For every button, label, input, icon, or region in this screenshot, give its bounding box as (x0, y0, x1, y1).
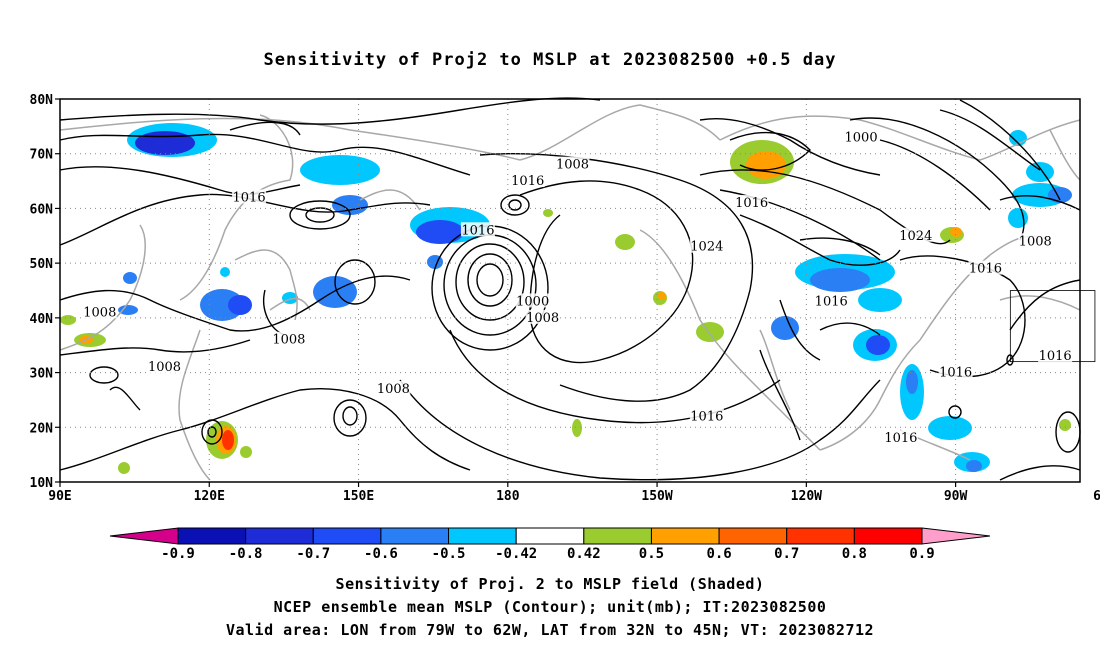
contour-label: 1008 (83, 305, 116, 320)
colorbar-label: 0.42 (567, 546, 601, 562)
lon-tick-label: 60W (1093, 489, 1100, 504)
coastlines (59, 104, 1081, 481)
contour-label-bg (232, 189, 267, 204)
contour-label: 1016 (939, 366, 972, 381)
contour-label: 1024 (899, 229, 932, 244)
contour-label-bg (147, 359, 182, 374)
lat-tick-label: 30N (30, 367, 54, 382)
lat-tick-label: 20N (30, 421, 54, 436)
colorbar-segment (448, 527, 517, 545)
contour-label: 1000 (845, 130, 878, 145)
chart-title: Sensitivity of Proj2 to MSLP at 20230825… (263, 50, 837, 70)
colorbar-label: 0.9 (909, 546, 934, 562)
contour-label: 1016 (815, 294, 848, 309)
colorbar-low-triangle (109, 527, 179, 545)
mslp-contours (59, 97, 1081, 481)
contour-label-bg (814, 293, 849, 308)
contour-label-bg (689, 238, 724, 253)
colorbar-segment (515, 527, 585, 545)
colorbar-label: 0.7 (774, 546, 799, 562)
lon-tick-label: 150E (343, 489, 374, 504)
colorbar-segment (718, 527, 788, 545)
contour-label: 1016 (969, 262, 1002, 277)
contour-label: 1000 (516, 294, 549, 309)
contour-label: 1008 (377, 382, 410, 397)
contour-label: 1008 (1019, 234, 1052, 249)
caption-contour: NCEP ensemble mean MSLP (Contour); unit(… (273, 598, 827, 616)
contour-label: 1016 (461, 223, 494, 238)
colorbar-label: 0.8 (842, 546, 867, 562)
lon-tick-label: 120E (194, 489, 225, 504)
contour-label-bg (555, 156, 590, 171)
contour-label: 1016 (884, 431, 917, 446)
contour-label: 1008 (526, 311, 559, 326)
colorbar-segment (380, 527, 450, 545)
lat-tick-label: 70N (30, 148, 54, 163)
lat-lon-grid (60, 99, 1080, 482)
caption-valid-area: Valid area: LON from 79W to 62W, LAT fro… (225, 621, 875, 639)
contour-label: 1008 (148, 360, 181, 375)
contour-label-bg (938, 364, 973, 379)
colorbar-segment (650, 527, 720, 545)
contour-label: 1016 (511, 174, 544, 189)
contour-label-bg (510, 173, 545, 188)
contour-label-bg (734, 194, 769, 209)
contour-label: 1008 (556, 158, 589, 173)
contour-label-bg (689, 408, 724, 423)
contour-label-bg (525, 309, 560, 324)
lon-tick-label: 90E (48, 489, 71, 504)
colorbar-label: -0.42 (495, 546, 537, 562)
contour-label-bg (82, 304, 117, 319)
colorbar-label: -0.6 (364, 546, 398, 562)
colorbar-label: 0.6 (706, 546, 731, 562)
colorbar-segment (312, 527, 382, 545)
contour-label-bg (1038, 348, 1073, 363)
lon-tick-label: 120W (791, 489, 822, 504)
lat-tick-label: 10N (30, 476, 54, 491)
colorbar-segment (853, 527, 923, 545)
colorbar-label: -0.9 (161, 546, 195, 562)
colorbar-label: -0.7 (296, 546, 330, 562)
contour-label: 1016 (233, 190, 266, 205)
colorbar-label: 0.5 (639, 546, 664, 562)
contour-label-bg (515, 293, 550, 308)
contour-label: 1008 (272, 333, 305, 348)
lat-tick-label: 50N (30, 257, 54, 272)
contour-label-bg (376, 380, 411, 395)
lon-tick-label: 90W (944, 489, 968, 504)
lat-tick-label: 60N (30, 202, 54, 217)
contour-label: 1024 (690, 240, 723, 255)
contour-label: 1016 (735, 196, 768, 211)
contour-label-bg (460, 222, 495, 237)
sensitivity-shading (60, 123, 1072, 474)
colorbar-label: -0.5 (432, 546, 466, 562)
colorbar-segment (583, 527, 652, 545)
contour-label-bg (844, 129, 879, 144)
contour-label: 1016 (690, 409, 723, 424)
colorbar-high-triangle (921, 527, 991, 545)
caption-shading: Sensitivity of Proj. 2 to MSLP field (Sh… (335, 575, 765, 593)
lat-tick-label: 80N (30, 93, 54, 108)
contour-label: 1016 (1039, 349, 1072, 364)
colorbar-segment (786, 527, 855, 545)
contour-label-bg (898, 227, 933, 242)
contour-label-bg (883, 430, 918, 445)
contour-label-bg (1018, 233, 1053, 248)
contour-labels: 1016 1008 1008 1008 1008 1016 1016 1008 1000 1008… (82, 129, 1073, 446)
lon-tick-label: 180 (496, 489, 520, 504)
lon-tick-label: 150W (641, 489, 672, 504)
map-frame (59, 98, 1081, 483)
contour-label-bg (968, 260, 1003, 275)
contour-label-bg (271, 331, 306, 346)
colorbar-label: -0.8 (229, 546, 263, 562)
colorbar-segment (177, 527, 247, 545)
lat-tick-label: 40N (30, 312, 54, 327)
colorbar: -0.9 -0.8 -0.7 -0.6 -0.5 -0.42 0.42 0.5 0.6 0.7 0.… (109, 527, 991, 562)
colorbar-segment (245, 527, 314, 545)
